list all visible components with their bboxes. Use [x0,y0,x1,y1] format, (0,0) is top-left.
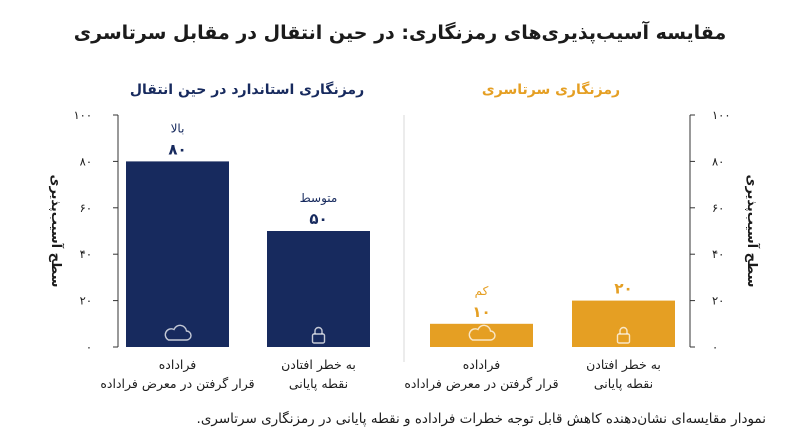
left-y-tick-label: ۰ [86,340,92,354]
cloud-icon [468,324,496,341]
right-y-tick-label: ۲۰ [712,294,724,308]
panel-title-1: رمزنگاری استاندارد در حین انتقال [130,81,364,98]
right-y-tick-label: ۴۰ [712,247,724,261]
bar-value-label: ۸۰ [168,140,186,158]
bar [430,323,533,347]
lock-icon [311,333,326,344]
lock-icon-shackle [314,326,323,334]
lock-icon-shackle [619,326,628,334]
lock-icon [616,333,631,344]
left-y-tick-label: ۲۰ [80,294,92,308]
x-category-label: به خطر افتادن [281,357,356,373]
right-y-tick-label: ۱۰۰ [712,108,731,122]
bar-level-label: متوسط [300,191,338,206]
cloud-icon [164,324,192,341]
bar [267,231,370,347]
bar-value-label: ۱۰ [472,303,490,321]
chart-title: مقایسه آسیب‌پذیری‌های رمزنگاری: در حین ا… [73,22,727,44]
left-y-tick-label: ۸۰ [80,154,92,168]
bar [126,161,229,347]
x-category-label: به خطر افتادن [586,357,661,373]
bar-value-label: ۲۰ [614,280,632,298]
right-y-tick-label: ۸۰ [712,154,724,168]
bar-level-label: بالا [171,121,185,135]
x-category-label: فراداده [463,357,501,373]
left-y-tick-label: ۶۰ [80,201,92,215]
right-y-axis-title: سطح آسیب‌پذیری [744,175,761,288]
x-category-sublabel: قرار گرفتن در معرض فراداده [100,376,254,392]
left-y-tick-label: ۱۰۰ [73,108,92,122]
x-category-label: فراداده [159,357,197,373]
x-category-sublabel: قرار گرفتن در معرض فراداده [404,376,558,392]
left-y-axis-title: سطح آسیب‌پذیری [48,175,65,288]
x-category-sublabel: نقطه پایانی [289,376,348,391]
bar-value-label: ۵۰ [309,210,327,228]
chart-caption: نمودار مقایسه‌ای نشان‌دهنده کاهش قابل تو… [196,411,766,427]
panel-title-2: رمزنگاری سرتاسری [482,81,620,98]
left-y-tick-label: ۴۰ [80,247,92,261]
right-y-tick-label: ۰ [712,340,718,354]
bar [572,300,675,347]
x-category-sublabel: نقطه پایانی [594,376,653,391]
right-y-tick-label: ۶۰ [712,201,724,215]
bar-level-label: کم [475,284,489,298]
